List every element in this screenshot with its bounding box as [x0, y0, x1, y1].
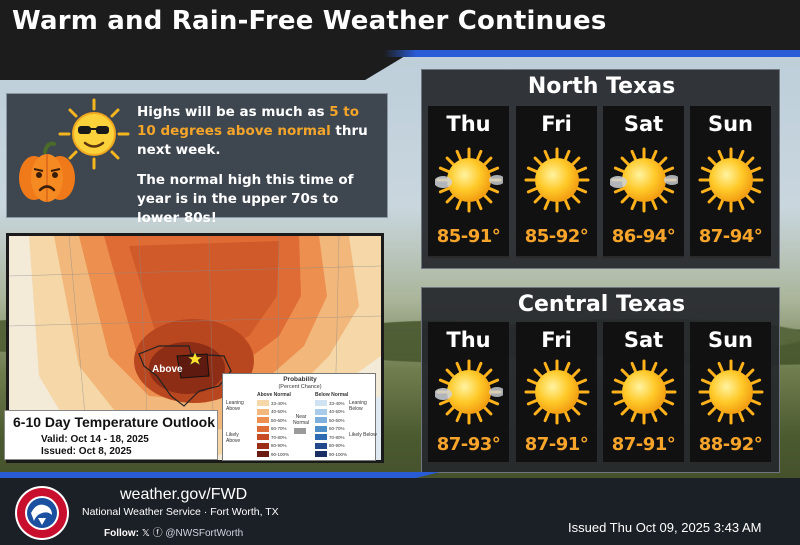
- issued-timestamp: Issued Thu Oct 09, 2025 3:43 AM: [568, 520, 762, 535]
- central-day-sun: Sun 88-92°: [690, 322, 771, 464]
- legend-below-label: 33-40%: [329, 400, 345, 406]
- outlook-valid: Valid: Oct 14 - 18, 2025: [41, 434, 149, 445]
- legend-above-swatch: [257, 451, 269, 457]
- legend-below-header: Below Normal: [315, 392, 349, 398]
- sun-haze-icon: [435, 147, 503, 213]
- legend-below-label: 90-100%: [329, 451, 348, 457]
- legend-above-label: 80-90%: [271, 443, 287, 448]
- central-day-sat: Sat 87-91°: [603, 322, 684, 464]
- day-temperature: 87-93°: [436, 434, 501, 455]
- day-name: Fri: [541, 112, 572, 136]
- sun-icon: [698, 147, 764, 213]
- day-name: Sun: [707, 112, 754, 136]
- day-name: Sat: [623, 112, 664, 136]
- day-temperature: 87-94°: [698, 226, 763, 247]
- website-link[interactable]: weather.gov/FWD: [120, 486, 248, 503]
- outlook-issued: Issued: Oct 8, 2025: [41, 446, 132, 457]
- day-temperature: 85-92°: [524, 226, 589, 247]
- facebook-icon[interactable]: ⓕ: [152, 528, 163, 539]
- header-stripe: [0, 50, 800, 57]
- north-day-sun: Sun 87-94°: [690, 106, 771, 258]
- info-highs-text: Highs will be as much as 5 to 10 degrees…: [137, 104, 368, 158]
- legend-leaning-above: Leaning Above: [226, 400, 244, 412]
- sad-pumpkin-icon: [19, 141, 75, 202]
- header-bar: [0, 0, 800, 50]
- info-box: [6, 93, 388, 218]
- legend-above-swatch: [257, 400, 269, 406]
- legend-below-label: 50-60%: [329, 417, 345, 423]
- info-normal-text: The normal high this time of year is in …: [137, 172, 354, 226]
- legend-near-normal: Near Normal: [292, 414, 310, 426]
- sun-icon: [524, 147, 590, 213]
- x-icon[interactable]: 𝕏: [141, 528, 150, 539]
- day-name: Thu: [446, 328, 491, 352]
- central-day-thu: Thu 87-93°: [428, 322, 509, 464]
- central-day-fri: Fri 87-91°: [516, 322, 597, 464]
- day-temperature: 85-91°: [436, 226, 501, 247]
- day-temperature: 88-92°: [698, 434, 763, 455]
- day-name: Thu: [446, 112, 491, 136]
- legend-below-swatch: [315, 417, 327, 423]
- legend-below-label: 40-50%: [329, 409, 345, 414]
- sun-icon: [524, 359, 590, 425]
- legend-above-swatch: [257, 442, 269, 449]
- map-label-above: Above: [152, 364, 183, 375]
- north-day-sat: Sat 86-94°: [603, 106, 684, 258]
- day-temperature: 87-91°: [611, 434, 676, 455]
- legend-above-swatch: [257, 417, 269, 423]
- sun-icon: [698, 359, 764, 425]
- central-texas-title: Central Texas: [517, 292, 686, 317]
- legend-below-swatch: [315, 434, 327, 440]
- legend-above-header: Above Normal: [257, 392, 291, 398]
- follow-row: Follow: 𝕏 ⓕ @NWSFortWorth: [104, 528, 244, 539]
- legend-above-label: 50-60%: [271, 417, 287, 423]
- page-title: Warm and Rain-Free Weather Continues: [12, 6, 607, 36]
- legend-below-swatch: [315, 425, 327, 432]
- legend-above-label: 70-80%: [271, 434, 287, 440]
- north-day-thu: Thu 85-91°: [428, 106, 509, 258]
- nws-logo-icon: [15, 486, 69, 540]
- legend-leaning-below: Leaning Below: [349, 400, 367, 412]
- day-name: Fri: [541, 328, 572, 352]
- probability-legend: Probability (Percent Chance) Above Normal…: [222, 373, 377, 461]
- outlook-title: 6-10 Day Temperature Outlook: [13, 414, 216, 430]
- sun-haze-icon: [435, 359, 503, 425]
- legend-likely-above: Likely Above: [226, 432, 241, 444]
- legend-above-swatch: [257, 425, 269, 432]
- fort-worth-star-icon: [187, 351, 203, 366]
- social-handle[interactable]: @NWSFortWorth: [165, 528, 244, 539]
- sun-haze-icon: [610, 147, 678, 213]
- north-texas-title: North Texas: [527, 74, 676, 99]
- legend-above-label: 90-100%: [271, 451, 290, 457]
- legend-below-label: 80-90%: [329, 443, 345, 448]
- legend-below-swatch: [315, 451, 327, 457]
- legend-likely-below: Likely Below: [349, 432, 377, 438]
- legend-below-label: 60-70%: [329, 426, 345, 431]
- day-name: Sat: [623, 328, 664, 352]
- sun-icon: [611, 359, 677, 425]
- map-caption: 6-10 Day Temperature Outlook Valid: Oct …: [4, 410, 218, 460]
- north-day-fri: Fri 85-92°: [516, 106, 597, 258]
- legend-above-label: 33-40%: [271, 400, 287, 406]
- footer-bar: [0, 478, 800, 545]
- footer-stripe: [0, 472, 441, 478]
- day-temperature: 87-91°: [524, 434, 589, 455]
- legend-above-swatch: [257, 434, 269, 440]
- legend-near-swatch: [294, 428, 306, 434]
- legend-above-label: 60-70%: [271, 426, 287, 431]
- info-highlight: 5 to 10 degrees above normal: [137, 104, 360, 139]
- legend-below-label: 70-80%: [329, 434, 345, 440]
- office-name: National Weather Service · Fort Worth, T…: [82, 506, 279, 518]
- legend-above-swatch: [257, 408, 269, 415]
- day-name: Sun: [707, 328, 754, 352]
- legend-title: Probability (Percent Chance): [278, 376, 322, 390]
- legend-below-swatch: [315, 400, 327, 406]
- legend-below-swatch: [315, 408, 327, 415]
- day-temperature: 86-94°: [611, 226, 676, 247]
- legend-below-swatch: [315, 442, 327, 449]
- sunglasses-sun-icon: [58, 98, 130, 170]
- legend-above-label: 40-50%: [271, 409, 287, 414]
